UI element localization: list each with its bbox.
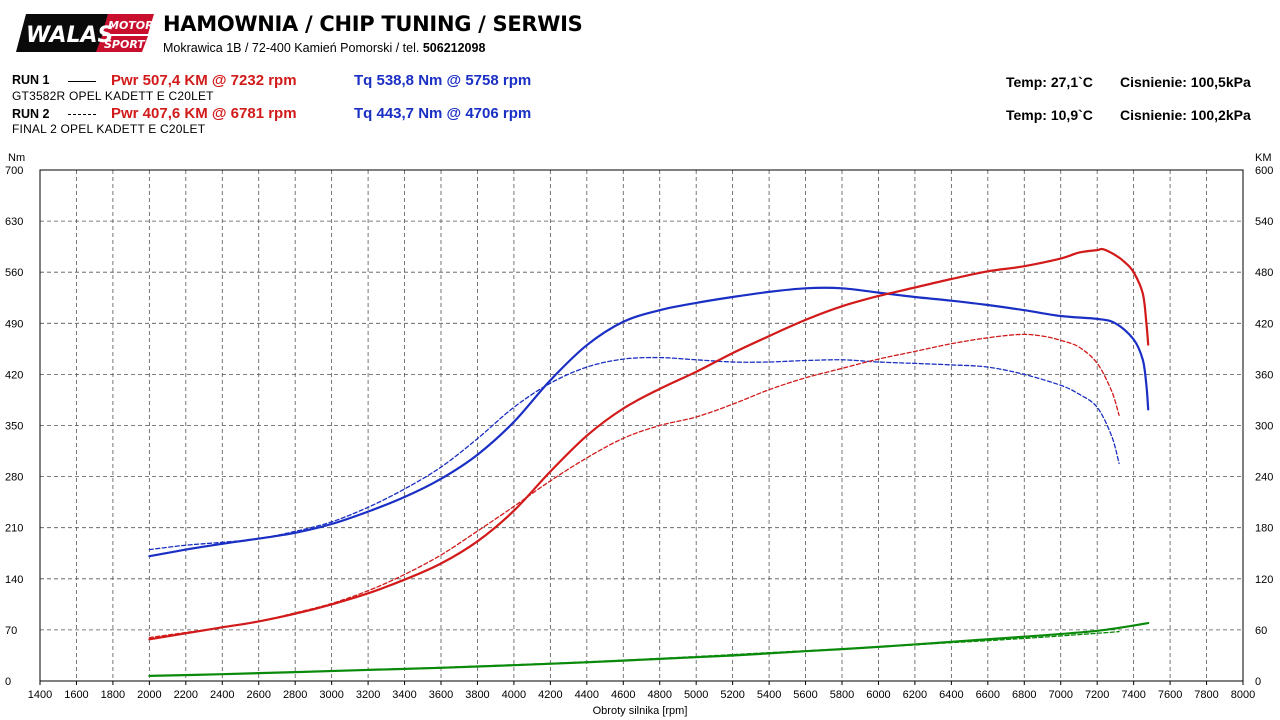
plot-frame bbox=[39, 169, 1244, 682]
series-run-1-pwr bbox=[148, 247, 1150, 641]
logo-sport: SPORT bbox=[104, 38, 146, 51]
x-tick-7800: 7800 bbox=[1194, 689, 1218, 701]
run1-label: RUN 1 bbox=[12, 73, 50, 87]
run1-temp: Temp: 27,1`C bbox=[1006, 74, 1093, 90]
y-right-tick-480: 480 bbox=[1255, 267, 1273, 279]
series-run-2-tq bbox=[148, 356, 1120, 551]
x-tick-3000: 3000 bbox=[319, 689, 343, 701]
logo-motor: MOTOR bbox=[108, 19, 154, 32]
y-right-tick-540: 540 bbox=[1255, 216, 1273, 228]
series bbox=[148, 247, 1150, 677]
x-tick-6000: 6000 bbox=[866, 689, 890, 701]
x-tick-6400: 6400 bbox=[939, 689, 963, 701]
company-address: Mokrawica 1B / 72-400 Kamień Pomorski / … bbox=[163, 41, 485, 55]
x-tick-3800: 3800 bbox=[465, 689, 489, 701]
x-tick-5000: 5000 bbox=[684, 689, 708, 701]
y-left-tick-560: 560 bbox=[5, 267, 23, 279]
y-right-tick-0: 0 bbox=[1255, 676, 1261, 688]
dyno-chart: 1400 1600 1800 2000 2200 2400 2600 2800 3000 3200… bbox=[5, 152, 1273, 717]
x-tick-1800: 1800 bbox=[101, 689, 125, 701]
x-tick-6600: 6600 bbox=[976, 689, 1000, 701]
run2-pwr: Pwr 407,6 KM @ 6781 rpm bbox=[111, 105, 297, 122]
x-tick-5800: 5800 bbox=[830, 689, 854, 701]
y-right-tick-600: 600 bbox=[1255, 165, 1273, 177]
x-tick-4200: 4200 bbox=[538, 689, 562, 701]
y-right-tick-180: 180 bbox=[1255, 523, 1273, 535]
address-text: Mokrawica 1B / 72-400 Kamień Pomorski / … bbox=[163, 41, 420, 55]
x-tick-2800: 2800 bbox=[283, 689, 307, 701]
walas-motorsport-logo: WALAS MOTOR SPORT bbox=[16, 14, 154, 52]
y-left-tick-490: 490 bbox=[5, 318, 23, 330]
x-tick-4000: 4000 bbox=[502, 689, 526, 701]
x-tick-7000: 7000 bbox=[1048, 689, 1072, 701]
run2-pressure: Cisnienie: 100,2kPa bbox=[1120, 107, 1251, 123]
y-left-tick-280: 280 bbox=[5, 472, 23, 484]
x-tick-3600: 3600 bbox=[429, 689, 453, 701]
y-right-tick-240: 240 bbox=[1255, 472, 1273, 484]
logo-word: WALAS bbox=[26, 23, 113, 48]
run1-car: GT3582R OPEL KADETT E C20LET bbox=[12, 89, 214, 103]
y-left-tick-140: 140 bbox=[5, 574, 23, 586]
series-run-2-loss bbox=[148, 630, 1120, 677]
y-left-tick-420: 420 bbox=[5, 369, 23, 381]
company-name: HAMOWNIA / CHIP TUNING / SERWIS bbox=[163, 12, 583, 36]
run1-tq: Tq 538,8 Nm @ 5758 rpm bbox=[354, 72, 532, 89]
run1-pressure: Cisnienie: 100,5kPa bbox=[1120, 74, 1251, 90]
x-tick-1400: 1400 bbox=[28, 689, 52, 701]
x-tick-2000: 2000 bbox=[137, 689, 161, 701]
x-tick-2600: 2600 bbox=[246, 689, 270, 701]
tick-labels: 1400 1600 1800 2000 2200 2400 2600 2800 3000 3200… bbox=[5, 165, 1273, 701]
run2-temp: Temp: 10,9`C bbox=[1006, 107, 1093, 123]
x-tick-4400: 4400 bbox=[575, 689, 599, 701]
y-right-tick-300: 300 bbox=[1255, 421, 1273, 433]
y-left-tick-350: 350 bbox=[5, 421, 23, 433]
run2-line-sample bbox=[68, 114, 96, 115]
y-right-tick-360: 360 bbox=[1255, 369, 1273, 381]
x-tick-7400: 7400 bbox=[1121, 689, 1145, 701]
xlabel: Obroty silnika [rpm] bbox=[593, 705, 688, 717]
x-tick-3400: 3400 bbox=[392, 689, 416, 701]
run1-pwr: Pwr 507,4 KM @ 7232 rpm bbox=[111, 72, 297, 89]
ylabel-left: Nm bbox=[8, 152, 25, 164]
y-right-tick-60: 60 bbox=[1255, 625, 1267, 637]
x-tick-5400: 5400 bbox=[757, 689, 781, 701]
x-tick-4800: 4800 bbox=[647, 689, 671, 701]
ylabel-right: KM bbox=[1255, 152, 1272, 164]
series-run-1-tq bbox=[148, 286, 1150, 558]
x-tick-5600: 5600 bbox=[793, 689, 817, 701]
grid bbox=[39, 169, 1244, 685]
x-tick-1600: 1600 bbox=[64, 689, 88, 701]
y-left-tick-0: 0 bbox=[5, 676, 11, 688]
y-left-tick-700: 700 bbox=[5, 165, 23, 177]
y-left-tick-70: 70 bbox=[5, 625, 17, 637]
y-right-tick-120: 120 bbox=[1255, 574, 1273, 586]
run2-car: FINAL 2 OPEL KADETT E C20LET bbox=[12, 122, 206, 136]
x-tick-6800: 6800 bbox=[1012, 689, 1036, 701]
series-run-1-loss bbox=[148, 622, 1150, 677]
y-right-tick-420: 420 bbox=[1255, 318, 1273, 330]
x-tick-2200: 2200 bbox=[174, 689, 198, 701]
x-tick-4600: 4600 bbox=[611, 689, 635, 701]
x-tick-5200: 5200 bbox=[720, 689, 744, 701]
run2-tq: Tq 443,7 Nm @ 4706 rpm bbox=[354, 105, 532, 122]
run2-label: RUN 2 bbox=[12, 107, 50, 121]
series-run-2-pwr bbox=[148, 333, 1120, 639]
x-tick-2400: 2400 bbox=[210, 689, 234, 701]
x-tick-8000: 8000 bbox=[1231, 689, 1255, 701]
y-left-tick-630: 630 bbox=[5, 216, 23, 228]
x-tick-7600: 7600 bbox=[1158, 689, 1182, 701]
x-tick-7200: 7200 bbox=[1085, 689, 1109, 701]
x-tick-3200: 3200 bbox=[356, 689, 380, 701]
y-left-tick-210: 210 bbox=[5, 523, 23, 535]
x-tick-6200: 6200 bbox=[903, 689, 927, 701]
run1-line-sample bbox=[68, 81, 96, 82]
phone-number: 506212098 bbox=[422, 41, 486, 55]
